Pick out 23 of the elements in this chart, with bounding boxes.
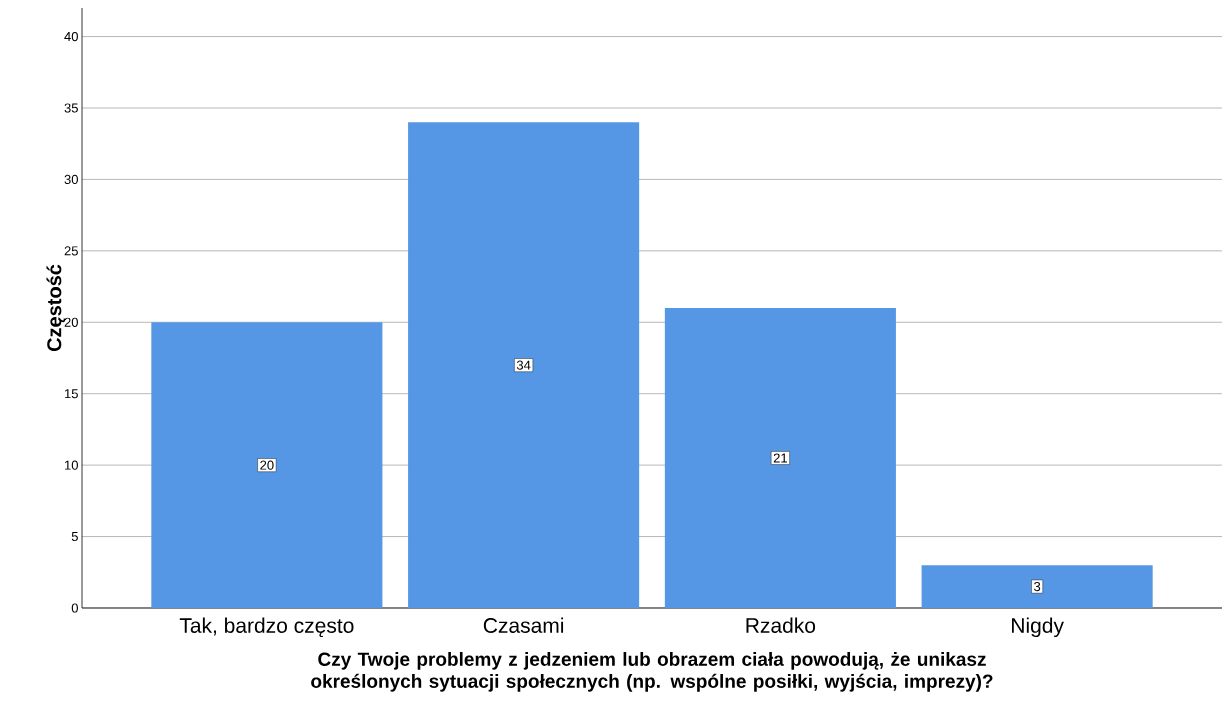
data-label: 20 [260, 460, 274, 470]
y-axis-title: Częstość [46, 264, 66, 352]
bar [151, 322, 383, 608]
y-tick-label: 35 [64, 103, 78, 113]
data-label: 34 [516, 360, 531, 370]
bar [664, 307, 896, 608]
y-tick-label: 25 [64, 246, 78, 256]
y-tick-label: 10 [65, 460, 78, 470]
y-tick-label: 15 [65, 389, 78, 399]
y-tick-label: 40 [64, 31, 78, 42]
y-tick-label: 30 [64, 174, 78, 185]
x-tick-label: Tak, bardzo często [179, 617, 354, 638]
data-label: 21 [773, 453, 787, 463]
x-axis-title: Czy Twoje problemy z jedzeniem lub obrazem ciała powodują, że unikasz określonych sytuacji społecznych (np. wspólne posiłki, wyjścia, imprezy)? [311, 651, 993, 692]
x-tick-label: Czasami [483, 617, 564, 633]
x-tick-label: Rzadko [746, 617, 816, 633]
data-label: 3 [1034, 581, 1041, 592]
y-tick-label: 0 [71, 603, 78, 613]
bar [408, 122, 640, 608]
bar [921, 565, 1153, 608]
x-tick-label: Nigdy [1012, 617, 1064, 638]
y-tick-label: 5 [71, 532, 78, 542]
y-tick-label: 20 [64, 317, 78, 327]
